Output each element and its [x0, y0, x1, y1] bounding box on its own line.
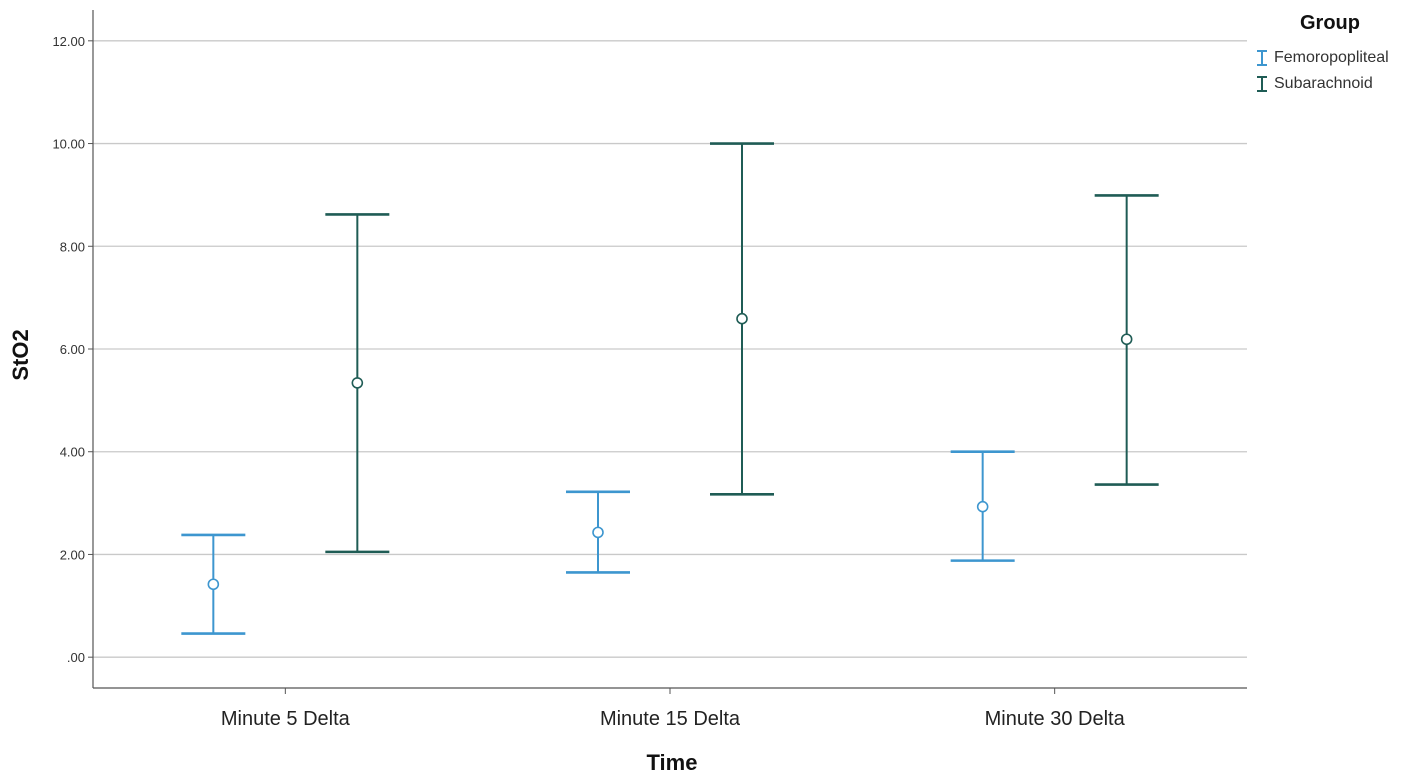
mean-marker — [207, 578, 220, 591]
legend-item: Subarachnoid — [1256, 71, 1406, 97]
mean-marker — [592, 526, 604, 539]
x-axis-label: Time — [647, 750, 698, 773]
y-tick-label: 6.00 — [60, 342, 85, 357]
y-tick-label: .00 — [67, 650, 85, 665]
legend-title: Group — [1300, 12, 1360, 34]
y-tick-label: 2.00 — [60, 547, 85, 562]
legend-label: Subarachnoid — [1274, 75, 1373, 92]
error-bar — [1094, 194, 1159, 486]
y-tick-label: 8.00 — [60, 239, 85, 254]
y-tick-label: 10.00 — [52, 137, 85, 152]
mean-marker — [1120, 333, 1133, 346]
mean-marker — [976, 500, 989, 513]
y-axis-label: StO2 — [8, 329, 33, 380]
y-tick-label: 4.00 — [60, 445, 85, 460]
mean-marker — [736, 312, 748, 325]
x-tick-label: Minute 30 Delta — [985, 708, 1126, 730]
y-tick-labels: .00 2.00 4.00 6.00 8.00 10.00 12.00 — [52, 34, 85, 665]
error-bar — [950, 450, 1015, 562]
x-tick-label: Minute 15 Delta — [600, 708, 741, 730]
legend-label: Femoropopliteal — [1274, 49, 1389, 66]
mean-marker — [351, 377, 364, 389]
error-bar-swatch-icon — [1256, 76, 1268, 92]
legend-items: Femoropopliteal Subarachnoid — [1256, 45, 1406, 97]
x-tick-label: Minute 5 Delta — [221, 708, 351, 730]
legend: Group Femoropopliteal Subarachnoid — [1256, 12, 1406, 97]
error-bar — [181, 533, 246, 635]
error-bar-swatch-icon — [1256, 50, 1268, 66]
error-bar — [325, 213, 390, 554]
error-bar — [566, 490, 630, 574]
error-bar — [710, 142, 774, 496]
x-tick-labels: Minute 5 Delta Minute 15 Delta Minute 30 D… — [221, 708, 1126, 730]
axes — [88, 10, 1247, 694]
error-bars — [181, 142, 1159, 635]
grid-lines — [93, 40, 1247, 658]
legend-item: Femoropopliteal — [1256, 45, 1406, 71]
y-tick-label: 12.00 — [52, 34, 85, 49]
